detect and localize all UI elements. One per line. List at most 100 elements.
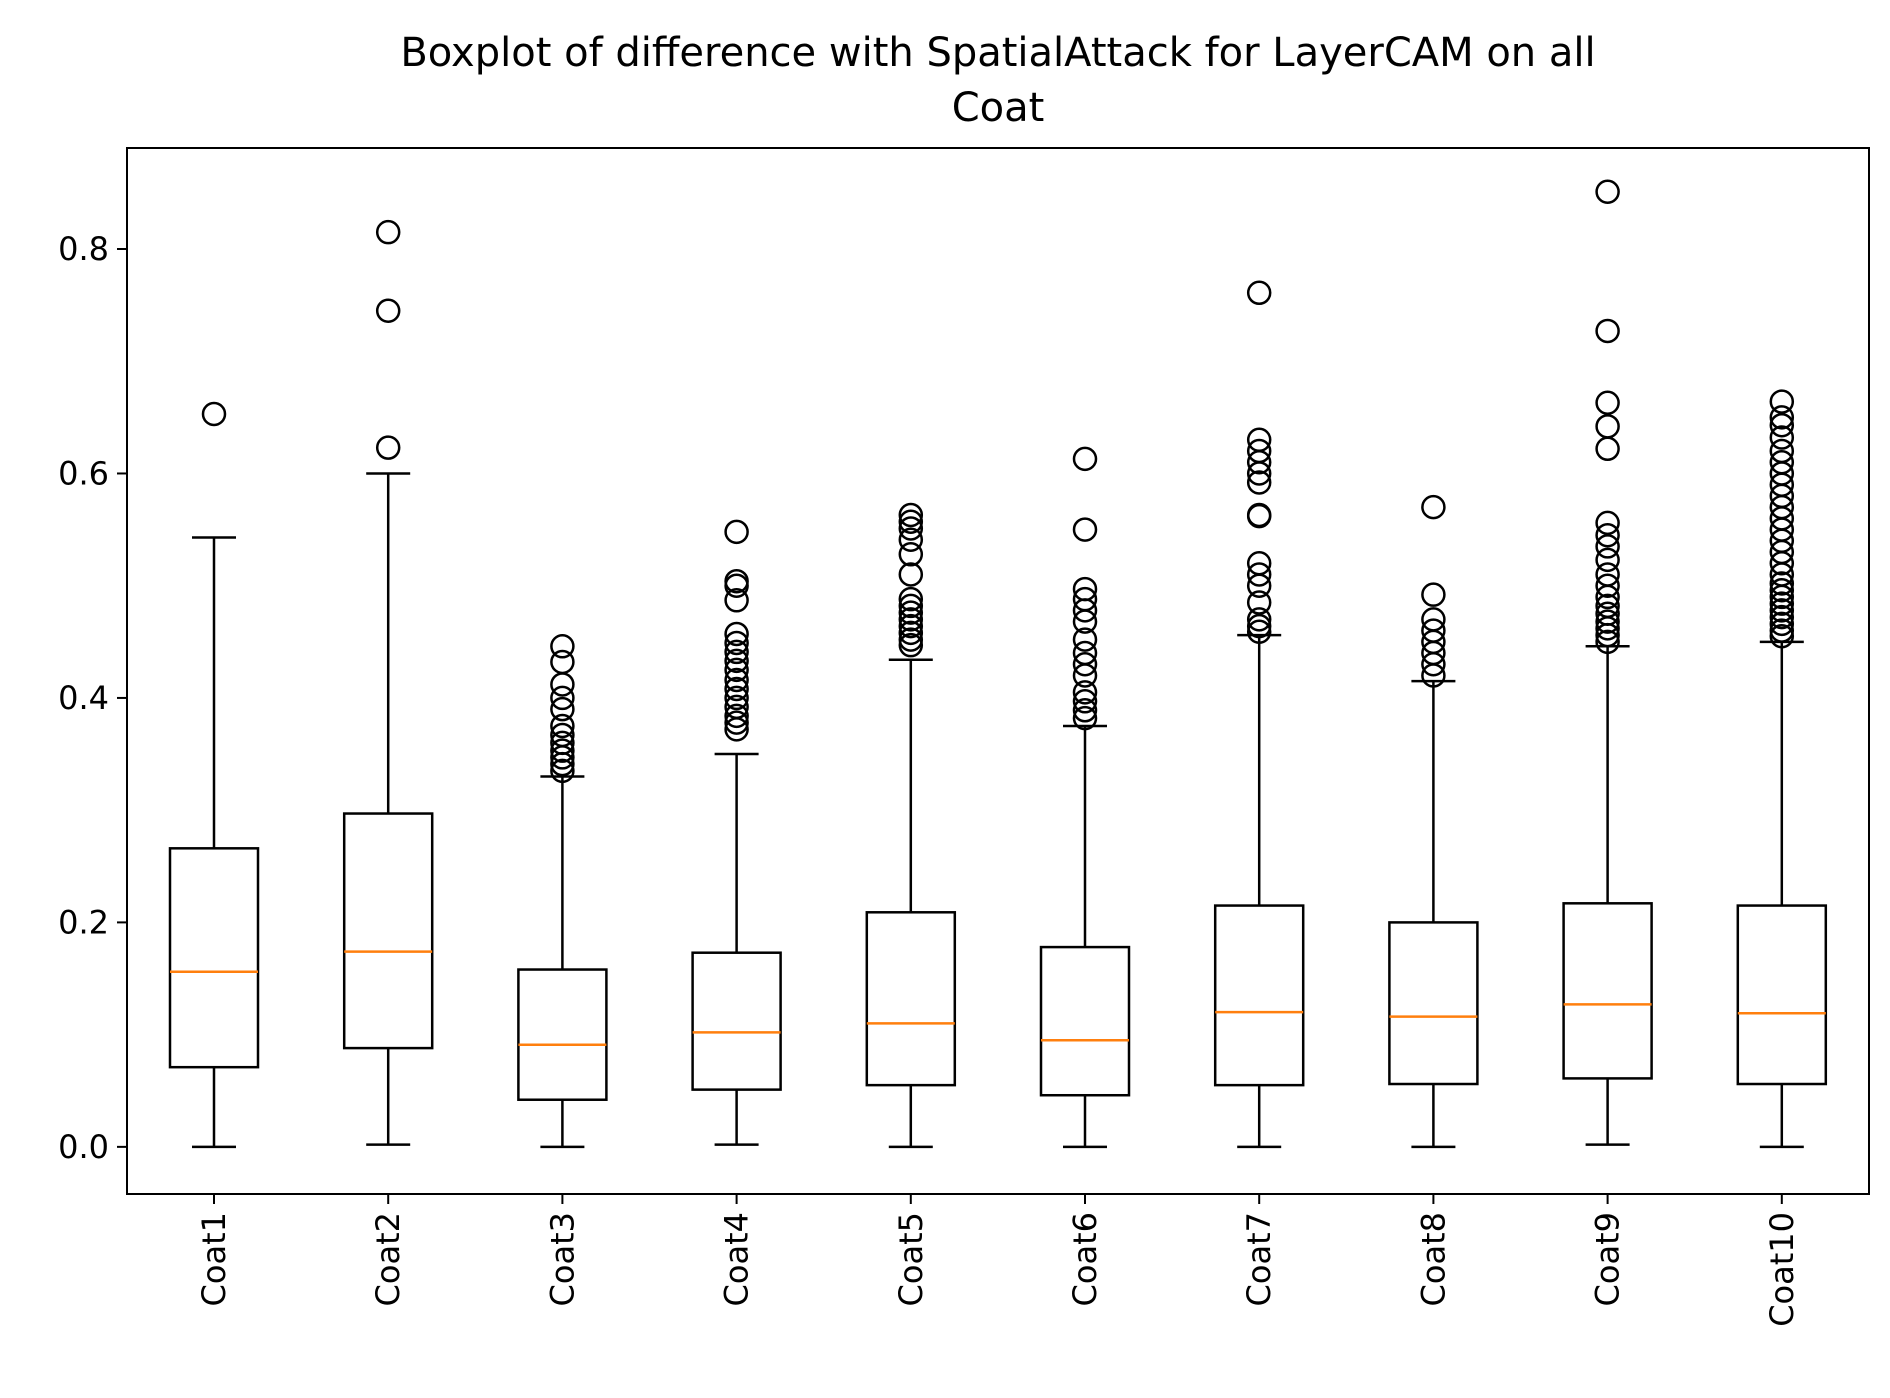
outlier-point bbox=[1072, 517, 1098, 542]
box-iqr bbox=[1039, 945, 1131, 1097]
outlier-point bbox=[724, 676, 749, 702]
outlier-point bbox=[550, 738, 575, 763]
outlier-point bbox=[550, 634, 575, 659]
outlier-point bbox=[1072, 446, 1098, 472]
outlier-point bbox=[550, 713, 575, 739]
outlier-point bbox=[1769, 604, 1795, 630]
outlier-point bbox=[1421, 618, 1446, 643]
outlier-point bbox=[724, 667, 749, 693]
outlier-point bbox=[1072, 698, 1098, 723]
outlier-point bbox=[1246, 619, 1272, 644]
outlier-point bbox=[1421, 494, 1446, 520]
outlier-point bbox=[1595, 414, 1620, 439]
y-tick-label: 0.6 bbox=[58, 454, 109, 492]
outlier-point bbox=[1072, 689, 1098, 714]
outlier-point bbox=[724, 588, 749, 613]
outlier-point bbox=[1769, 623, 1795, 649]
outlier-point bbox=[898, 542, 924, 567]
box-iqr bbox=[1562, 902, 1653, 1080]
outlier-point bbox=[1595, 629, 1620, 655]
outlier-point bbox=[898, 509, 924, 534]
outlier-point bbox=[550, 696, 575, 722]
outlier-point bbox=[1595, 573, 1620, 598]
x-tick-label: Coat4 bbox=[718, 1212, 756, 1306]
outlier-point bbox=[1595, 601, 1620, 627]
box-iqr bbox=[1213, 904, 1305, 1087]
outlier-point bbox=[898, 627, 924, 652]
outlier-point bbox=[1072, 627, 1098, 652]
box-iqr bbox=[517, 968, 608, 1101]
outlier-point bbox=[1769, 591, 1795, 616]
outlier-point bbox=[1246, 438, 1272, 464]
outlier-point bbox=[1769, 577, 1795, 603]
outlier-point bbox=[1769, 611, 1795, 637]
x-tick-label: Coat1 bbox=[195, 1212, 233, 1306]
outlier-point bbox=[550, 685, 575, 711]
outlier-point bbox=[1595, 534, 1620, 559]
outlier-point bbox=[1595, 609, 1620, 634]
outlier-point bbox=[724, 639, 749, 665]
y-tick-label: 0.4 bbox=[58, 679, 109, 717]
outlier-point bbox=[1769, 598, 1795, 623]
outlier-point bbox=[1246, 607, 1272, 632]
x-tick-label: Coat9 bbox=[1589, 1212, 1627, 1306]
outlier-point bbox=[1246, 551, 1272, 576]
outlier-point bbox=[201, 401, 227, 427]
outlier-point bbox=[1421, 582, 1446, 607]
outlier-point bbox=[1595, 593, 1620, 619]
outlier-point bbox=[550, 730, 575, 756]
outlier-point bbox=[1072, 652, 1098, 677]
outlier-point bbox=[1595, 179, 1620, 205]
outlier-point bbox=[1595, 522, 1620, 548]
outlier-point bbox=[1595, 436, 1620, 462]
outlier-point bbox=[1421, 607, 1446, 632]
outlier-point bbox=[1595, 390, 1620, 416]
outlier-point bbox=[724, 657, 749, 683]
outlier-point bbox=[1246, 562, 1272, 587]
outlier-point bbox=[1769, 438, 1795, 464]
outlier-point bbox=[1072, 705, 1098, 731]
y-tick-label: 0.0 bbox=[58, 1128, 109, 1166]
chart-title-line-2: Coat bbox=[952, 85, 1045, 131]
outlier-point bbox=[1769, 389, 1795, 414]
outlier-point bbox=[1072, 680, 1098, 705]
x-tick-label: Coat2 bbox=[369, 1212, 407, 1306]
outlier-point bbox=[1769, 412, 1795, 438]
outlier-point bbox=[898, 586, 924, 612]
outlier-point bbox=[1072, 586, 1098, 612]
outlier-point bbox=[550, 722, 575, 748]
x-tick-label: Coat7 bbox=[1240, 1212, 1278, 1306]
outlier-point bbox=[1072, 576, 1098, 602]
outlier-point bbox=[724, 703, 749, 729]
outlier-point bbox=[1769, 618, 1795, 643]
outlier-point bbox=[898, 632, 924, 658]
outlier-point bbox=[898, 502, 924, 528]
outlier-point bbox=[1246, 280, 1272, 306]
outlier-point bbox=[1595, 562, 1620, 587]
outlier-point bbox=[550, 649, 575, 675]
outlier-point bbox=[1595, 547, 1620, 573]
outlier-point bbox=[724, 694, 749, 720]
outlier-point bbox=[1246, 427, 1272, 453]
outlier-point bbox=[898, 516, 924, 541]
outlier-point bbox=[550, 672, 575, 697]
outlier-point bbox=[724, 519, 749, 545]
y-tick-label: 0.2 bbox=[58, 903, 109, 941]
box-iqr bbox=[1388, 921, 1479, 1086]
outlier-point bbox=[724, 568, 749, 594]
outlier-point bbox=[375, 298, 401, 323]
box-iqr bbox=[865, 911, 957, 1087]
outlier-point bbox=[375, 435, 401, 460]
outlier-point bbox=[375, 219, 401, 245]
x-tick-label: Coat8 bbox=[1414, 1212, 1452, 1306]
outlier-point bbox=[898, 527, 924, 552]
x-tick-label: Coat3 bbox=[543, 1212, 581, 1306]
outlier-point bbox=[1246, 470, 1272, 495]
outlier-point bbox=[898, 620, 924, 646]
outlier-point bbox=[898, 600, 924, 625]
outlier-point bbox=[898, 613, 924, 639]
x-tick-label: Coat10 bbox=[1763, 1212, 1801, 1327]
outlier-point bbox=[898, 562, 924, 587]
outlier-point bbox=[1072, 640, 1098, 666]
box-iqr bbox=[342, 812, 434, 1050]
